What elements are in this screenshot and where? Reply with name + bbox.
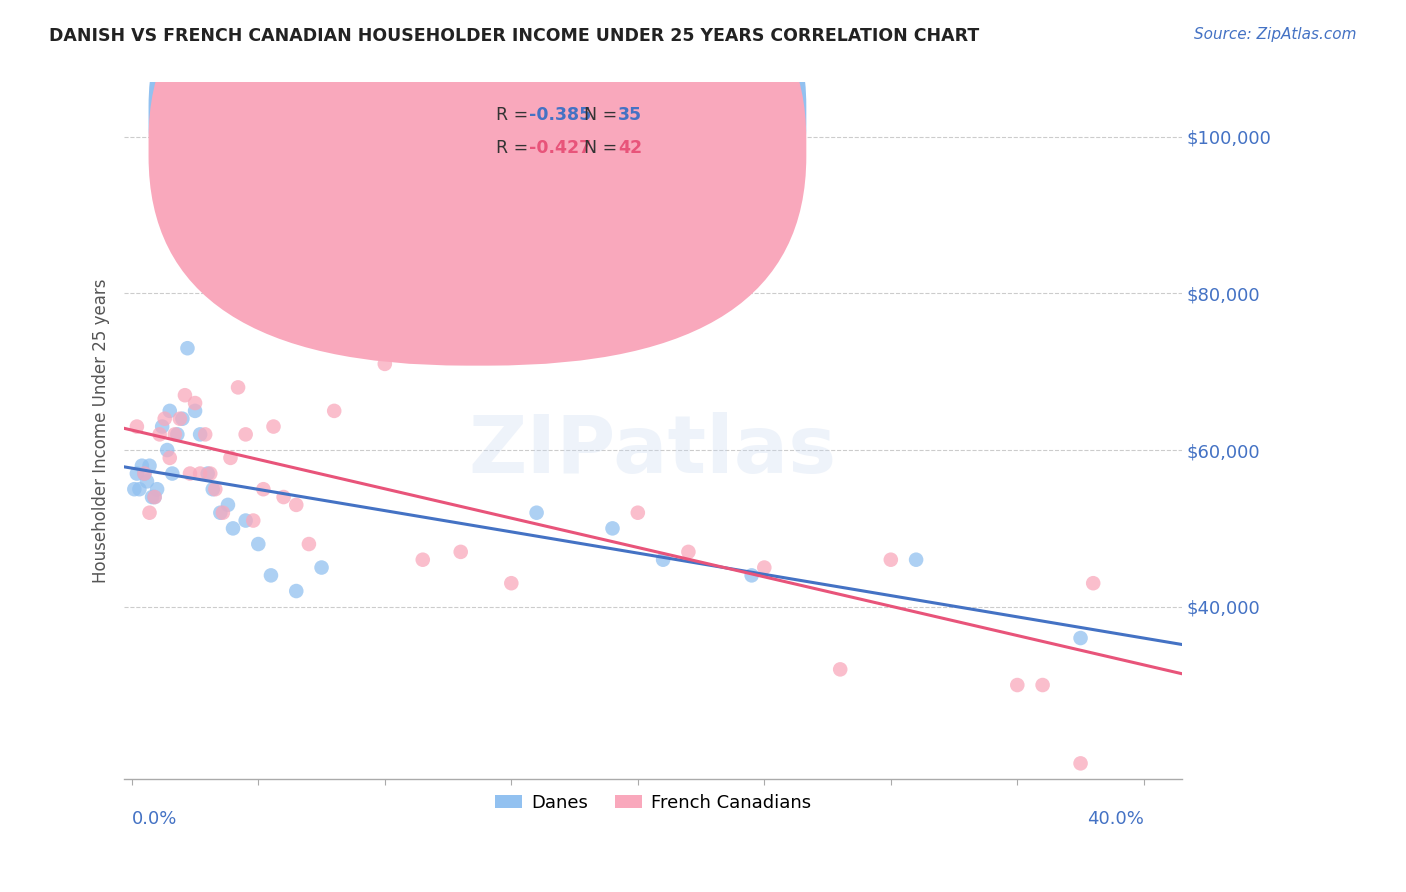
Text: -0.427: -0.427 (529, 139, 592, 157)
Point (143, 490, 166, 504)
Point (298, 537, 321, 551)
Point (450, 545, 472, 559)
Point (194, 427, 217, 442)
Text: R =: R = (496, 106, 534, 124)
Point (169, 411, 191, 425)
Point (1070, 756, 1092, 771)
Point (1007, 678, 1029, 692)
Point (136, 475, 159, 489)
Point (242, 514, 264, 528)
FancyBboxPatch shape (457, 99, 685, 172)
Point (217, 498, 239, 512)
Point (141, 490, 163, 504)
Point (252, 482, 274, 496)
Point (201, 482, 224, 496)
Point (551, 231, 574, 245)
Point (156, 443, 179, 458)
Point (754, 560, 776, 574)
Point (222, 521, 245, 535)
Point (602, 521, 624, 535)
FancyBboxPatch shape (149, 0, 806, 333)
Point (159, 450, 181, 465)
Point (209, 506, 232, 520)
Point (235, 514, 257, 528)
Point (134, 467, 156, 481)
Text: Source: ZipAtlas.com: Source: ZipAtlas.com (1194, 27, 1357, 42)
Point (1070, 631, 1092, 645)
Point (285, 584, 308, 599)
Point (741, 568, 763, 582)
Point (263, 419, 285, 434)
Point (138, 458, 160, 473)
Point (627, 506, 650, 520)
Point (176, 341, 198, 355)
Point (131, 458, 153, 473)
Point (153, 411, 176, 425)
Point (188, 427, 211, 442)
Point (146, 482, 169, 496)
Point (150, 419, 173, 434)
Point (179, 467, 201, 481)
Point (323, 404, 346, 418)
Text: DANISH VS FRENCH CANADIAN HOUSEHOLDER INCOME UNDER 25 YEARS CORRELATION CHART: DANISH VS FRENCH CANADIAN HOUSEHOLDER IN… (49, 27, 980, 45)
Point (526, 506, 548, 520)
Point (1083, 576, 1105, 591)
Point (678, 545, 700, 559)
Y-axis label: Householder Income Under 25 years: Householder Income Under 25 years (93, 278, 110, 582)
Point (260, 568, 283, 582)
Text: N =: N = (585, 139, 623, 157)
Point (166, 427, 188, 442)
Point (143, 490, 166, 504)
Point (138, 506, 160, 520)
Legend: Danes, French Canadians: Danes, French Canadians (488, 787, 818, 819)
Point (235, 427, 257, 442)
Point (285, 498, 308, 512)
Point (412, 552, 434, 566)
Point (134, 467, 156, 481)
Text: ZIPatlas: ZIPatlas (468, 412, 837, 491)
Point (311, 560, 333, 574)
Point (501, 576, 523, 591)
Point (184, 396, 207, 410)
Point (172, 411, 194, 425)
Point (163, 427, 186, 442)
Point (200, 467, 222, 481)
Point (125, 419, 148, 434)
Point (273, 490, 295, 504)
Point (162, 467, 184, 481)
Point (197, 467, 219, 481)
Point (652, 552, 675, 566)
FancyBboxPatch shape (149, 0, 806, 366)
Point (374, 357, 396, 371)
Point (880, 552, 903, 566)
Point (219, 450, 242, 465)
Point (247, 537, 270, 551)
Text: R =: R = (496, 139, 534, 157)
Point (124, 482, 146, 496)
Point (159, 404, 181, 418)
Text: 0.0%: 0.0% (132, 811, 177, 829)
Point (128, 482, 150, 496)
Point (125, 467, 148, 481)
Point (1032, 678, 1054, 692)
Point (149, 427, 172, 442)
Point (174, 388, 197, 402)
Point (830, 662, 852, 676)
Point (905, 552, 928, 566)
Point (184, 404, 207, 418)
Text: -0.385: -0.385 (529, 106, 592, 124)
Point (226, 380, 249, 394)
Text: 42: 42 (619, 139, 643, 157)
Point (204, 482, 226, 496)
Text: 40.0%: 40.0% (1087, 811, 1144, 829)
Point (212, 506, 235, 520)
Text: 35: 35 (619, 106, 643, 124)
Text: N =: N = (585, 106, 623, 124)
Point (349, 334, 371, 348)
Point (188, 467, 211, 481)
